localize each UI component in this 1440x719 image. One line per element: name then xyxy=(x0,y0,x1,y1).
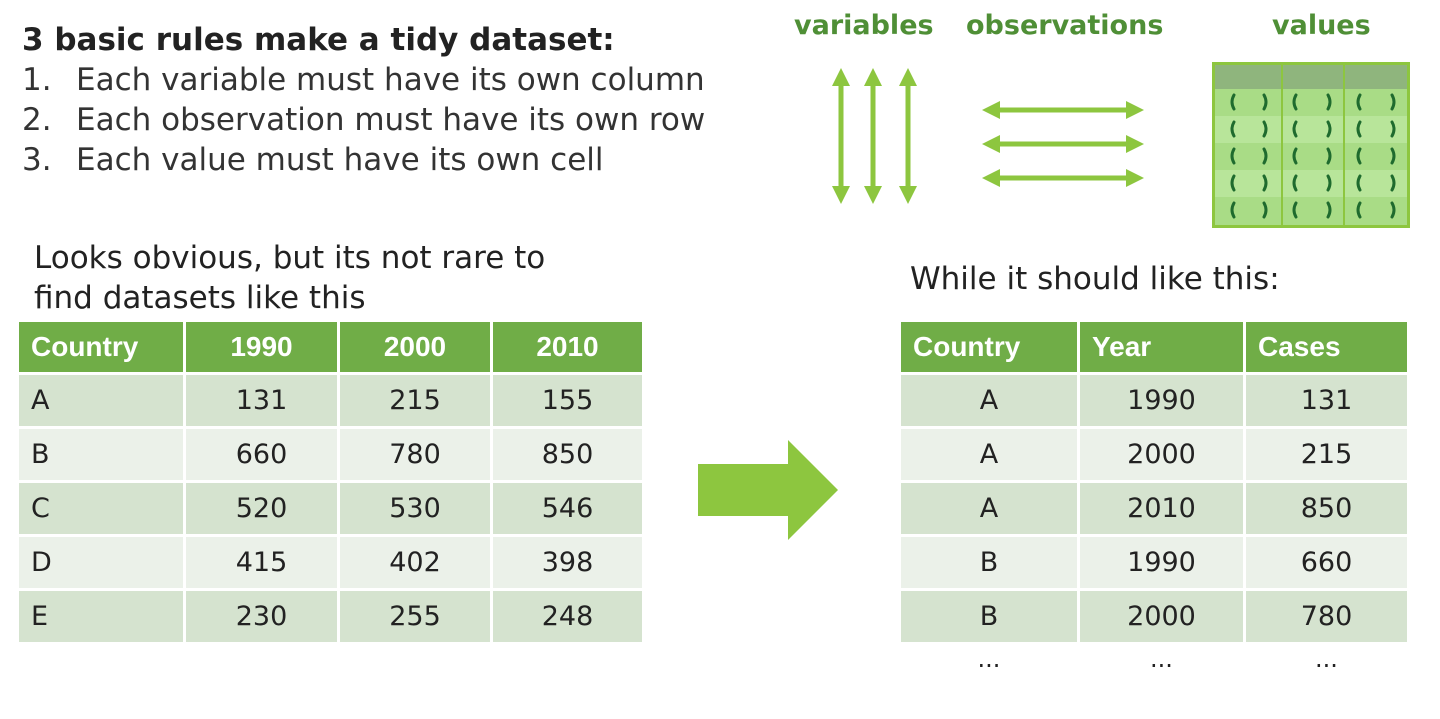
table-row: D 415 402 398 xyxy=(19,537,642,588)
observations-arrows-icon xyxy=(982,101,1144,187)
rules-title: 3 basic rules make a tidy dataset: xyxy=(22,22,615,58)
table-row: A 2000 215 xyxy=(901,429,1407,480)
table-row: C 520 530 546 xyxy=(19,483,642,534)
table-cell: 780 xyxy=(1246,591,1407,642)
rule-1: 1. Each variable must have its own column xyxy=(22,62,705,98)
table-row: A 131 215 155 xyxy=(19,375,642,426)
table-cell: 215 xyxy=(1246,429,1407,480)
messy-caption-line-2: find datasets like this xyxy=(34,280,366,316)
table-row: B 660 780 850 xyxy=(19,429,642,480)
legend-variables-label: variables xyxy=(794,10,934,41)
messy-header-2010: 2010 xyxy=(493,322,642,372)
table-cell: 230 xyxy=(186,591,337,642)
table-cell: 2000 xyxy=(1080,429,1243,480)
table-cell: 660 xyxy=(1246,537,1407,588)
table-cell: 131 xyxy=(186,375,337,426)
table-cell: D xyxy=(19,537,183,588)
table-row: B 1990 660 xyxy=(901,537,1407,588)
table-cell: 248 xyxy=(493,591,642,642)
tidy-table: Country Year Cases A 1990 131 A 2000 215… xyxy=(898,319,1410,678)
table-cell: 1990 xyxy=(1080,537,1243,588)
transform-arrow-icon xyxy=(698,440,838,540)
table-cell: A xyxy=(901,429,1077,480)
table-cell: B xyxy=(901,591,1077,642)
table-cell: 850 xyxy=(493,429,642,480)
table-cell: 131 xyxy=(1246,375,1407,426)
table-row: A 1990 131 xyxy=(901,375,1407,426)
rule-3-number: 3. xyxy=(22,142,52,178)
rule-1-text: Each variable must have its own column xyxy=(76,62,705,98)
ellipsis: ... xyxy=(1080,645,1243,675)
table-cell: 215 xyxy=(340,375,490,426)
table-cell: A xyxy=(19,375,183,426)
table-cell: 1990 xyxy=(1080,375,1243,426)
messy-table: Country 1990 2000 2010 A 131 215 155 B 6… xyxy=(16,319,645,645)
legend-values-label: values xyxy=(1272,10,1371,41)
messy-header-2000: 2000 xyxy=(340,322,490,372)
rule-1-number: 1. xyxy=(22,62,52,98)
rule-2-number: 2. xyxy=(22,102,52,138)
table-cell: 398 xyxy=(493,537,642,588)
table-cell: A xyxy=(901,483,1077,534)
table-cell: B xyxy=(19,429,183,480)
tidy-table-header: Country Year Cases xyxy=(901,322,1407,372)
rule-2-text: Each observation must have its own row xyxy=(76,102,706,138)
table-cell: 2000 xyxy=(1080,591,1243,642)
table-cell: B xyxy=(901,537,1077,588)
table-row: E 230 255 248 xyxy=(19,591,642,642)
tidy-header-country: Country xyxy=(901,322,1077,372)
table-cell: 402 xyxy=(340,537,490,588)
tidy-header-year: Year xyxy=(1080,322,1243,372)
messy-table-header: Country 1990 2000 2010 xyxy=(19,322,642,372)
messy-header-country: Country xyxy=(19,322,183,372)
table-cell: 660 xyxy=(186,429,337,480)
table-cell: A xyxy=(901,375,1077,426)
tidy-header-cases: Cases xyxy=(1246,322,1407,372)
rule-3-text: Each value must have its own cell xyxy=(76,142,604,178)
tidy-caption: While it should like this: xyxy=(910,261,1280,297)
ellipsis: ... xyxy=(901,645,1077,675)
rule-3: 3. Each value must have its own cell xyxy=(22,142,604,178)
messy-header-1990: 1990 xyxy=(186,322,337,372)
table-cell: 780 xyxy=(340,429,490,480)
rule-2: 2. Each observation must have its own row xyxy=(22,102,705,138)
table-ellipsis-row: ... ... ... xyxy=(901,645,1407,675)
ellipsis: ... xyxy=(1246,645,1407,675)
table-cell: 415 xyxy=(186,537,337,588)
table-cell: 520 xyxy=(186,483,337,534)
table-cell: E xyxy=(19,591,183,642)
variables-arrows-icon xyxy=(832,68,917,204)
table-cell: 255 xyxy=(340,591,490,642)
table-cell: 530 xyxy=(340,483,490,534)
values-grid-icon xyxy=(1212,62,1410,228)
messy-caption-line-1: Looks obvious, but its not rare to xyxy=(34,240,546,276)
table-cell: 546 xyxy=(493,483,642,534)
table-cell: C xyxy=(19,483,183,534)
legend-observations-label: observations xyxy=(966,10,1164,41)
table-cell: 850 xyxy=(1246,483,1407,534)
table-cell: 2010 xyxy=(1080,483,1243,534)
table-row: B 2000 780 xyxy=(901,591,1407,642)
table-row: A 2010 850 xyxy=(901,483,1407,534)
table-cell: 155 xyxy=(493,375,642,426)
